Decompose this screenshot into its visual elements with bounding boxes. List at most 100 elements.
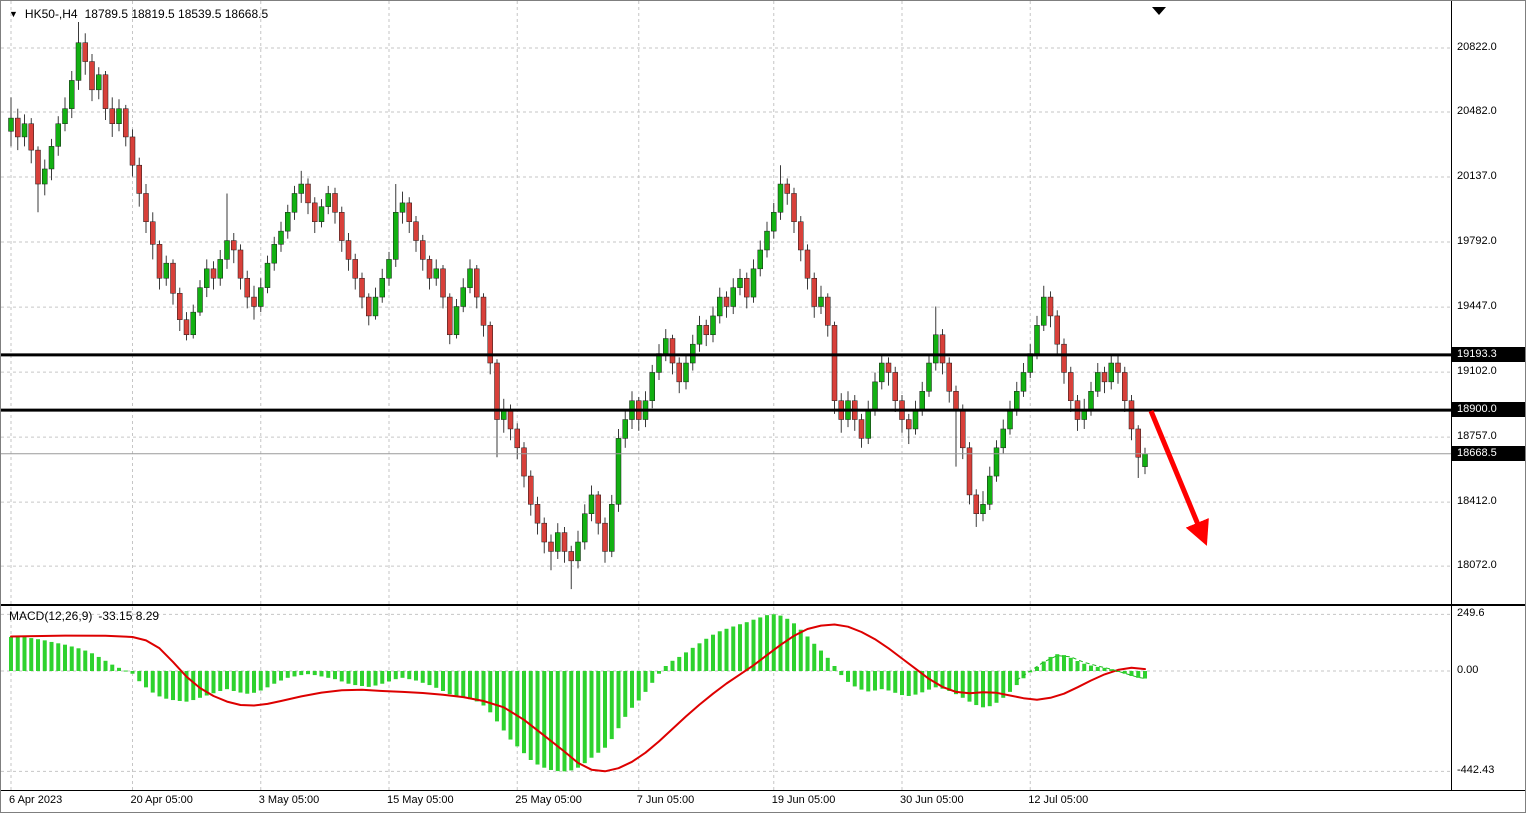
- macd-histogram-bar: [360, 671, 364, 686]
- macd-histogram-bar: [542, 671, 547, 768]
- candle-body: [177, 293, 183, 320]
- macd-histogram-bar: [22, 636, 27, 671]
- macd-histogram-bar: [373, 671, 378, 686]
- macd-histogram-bar: [562, 671, 567, 772]
- macd-histogram-bar: [258, 671, 263, 691]
- macd-histogram-bar: [886, 671, 891, 691]
- macd-histogram-bar: [130, 671, 135, 674]
- chart-shift-marker-icon[interactable]: [1152, 7, 1166, 15]
- candle-body: [318, 206, 325, 222]
- macd-values: -33.15 8.29: [98, 609, 160, 623]
- macd-signal-line: [10, 623, 1146, 773]
- candle-body: [892, 372, 898, 401]
- macd-tick-label: 249.6: [1457, 607, 1485, 620]
- candle-body: [406, 202, 412, 222]
- macd-histogram-bar: [380, 671, 385, 684]
- macd-histogram-bar: [272, 671, 277, 684]
- macd-histogram-bar: [744, 622, 749, 671]
- macd-histogram-bar: [717, 631, 722, 671]
- macd-histogram-bar: [846, 671, 850, 682]
- macd-histogram-bar: [1001, 671, 1006, 698]
- macd-histogram-bar: [434, 671, 439, 688]
- down-arrow-annotation[interactable]: [1148, 410, 1209, 546]
- macd-histogram-bar: [900, 671, 904, 696]
- macd-histogram-bar: [474, 671, 479, 702]
- candle-body: [15, 117, 21, 138]
- macd-histogram-bar: [596, 671, 601, 753]
- macd-histogram-bar: [461, 671, 466, 698]
- macd-histogram-bar: [582, 671, 587, 764]
- candle-body: [595, 494, 601, 524]
- macd-histogram-bar: [994, 671, 999, 703]
- candle-body: [291, 193, 298, 213]
- macd-histogram-bar: [684, 652, 688, 671]
- candle-body: [244, 277, 250, 298]
- candle-body: [453, 306, 460, 336]
- candle-body: [237, 249, 244, 279]
- candle-body: [1142, 453, 1148, 467]
- candle-body: [946, 362, 952, 392]
- candle-body: [231, 240, 237, 251]
- macd-histogram-bar: [110, 664, 115, 671]
- candle-body: [55, 123, 61, 147]
- macd-histogram-bar: [1136, 671, 1141, 678]
- candle-body: [1007, 409, 1013, 430]
- candle-body: [190, 311, 196, 336]
- candle-body: [953, 391, 959, 411]
- candle-body: [825, 296, 831, 326]
- macd-histogram-bar: [731, 626, 736, 671]
- candle-body: [440, 268, 446, 298]
- candle-body: [609, 504, 615, 552]
- symbol-menu-icon[interactable]: ▼: [9, 9, 18, 19]
- candle-body: [332, 193, 338, 213]
- candle-body: [62, 108, 68, 124]
- price-tick-label: 18757.0: [1457, 430, 1497, 443]
- candle-body: [123, 108, 129, 138]
- candle-body: [204, 268, 210, 288]
- macd-histogram-bar: [164, 671, 169, 699]
- macd-histogram-bar: [569, 671, 574, 771]
- macd-histogram-bar: [906, 671, 911, 696]
- macd-histogram-bar: [1109, 669, 1114, 671]
- macd-histogram-bar: [859, 671, 864, 690]
- candle-body: [791, 193, 797, 222]
- macd-histogram-bar: [312, 671, 317, 676]
- time-axis-label: 6 Apr 2023: [9, 794, 63, 806]
- candle-body: [885, 362, 892, 373]
- price-tick-label: 18412.0: [1457, 495, 1497, 508]
- macd-histogram-bar: [1021, 671, 1026, 679]
- candle-body: [305, 183, 311, 204]
- macd-histogram-bar: [825, 657, 830, 671]
- candle-body: [771, 212, 777, 232]
- macd-histogram-bar: [177, 671, 182, 701]
- candle-body: [8, 117, 14, 132]
- candle-body: [102, 74, 109, 109]
- macd-histogram-bar: [36, 639, 40, 671]
- macd-histogram-bar: [184, 671, 189, 702]
- candle-body: [912, 409, 919, 430]
- panel-divider[interactable]: [1, 604, 1526, 606]
- candle-body: [507, 409, 514, 430]
- candle-body: [1054, 315, 1060, 345]
- macd-histogram-bar: [319, 671, 324, 677]
- time-axis-label: 12 Jul 05:00: [1028, 794, 1089, 806]
- macd-name: MACD(12,26,9): [9, 609, 93, 623]
- macd-main-line: [1016, 655, 1146, 681]
- candle-body: [136, 164, 142, 194]
- macd-histogram-bar: [211, 671, 216, 694]
- candle-body: [298, 183, 304, 194]
- candle-body: [858, 419, 865, 439]
- macd-histogram-bar: [522, 671, 526, 754]
- candle-body: [258, 287, 264, 307]
- macd-histogram-bar: [535, 671, 540, 765]
- macd-histogram-bar: [231, 671, 236, 691]
- macd-histogram-bar: [333, 671, 337, 680]
- candle-body: [42, 168, 48, 185]
- macd-histogram-bar: [198, 671, 202, 698]
- time-axis-label: 19 Jun 05:00: [771, 794, 836, 806]
- candle-body: [197, 287, 203, 313]
- price-badge: 18900.0: [1452, 402, 1525, 418]
- macd-histogram-bar: [252, 671, 256, 693]
- macd-histogram-bar: [96, 656, 101, 671]
